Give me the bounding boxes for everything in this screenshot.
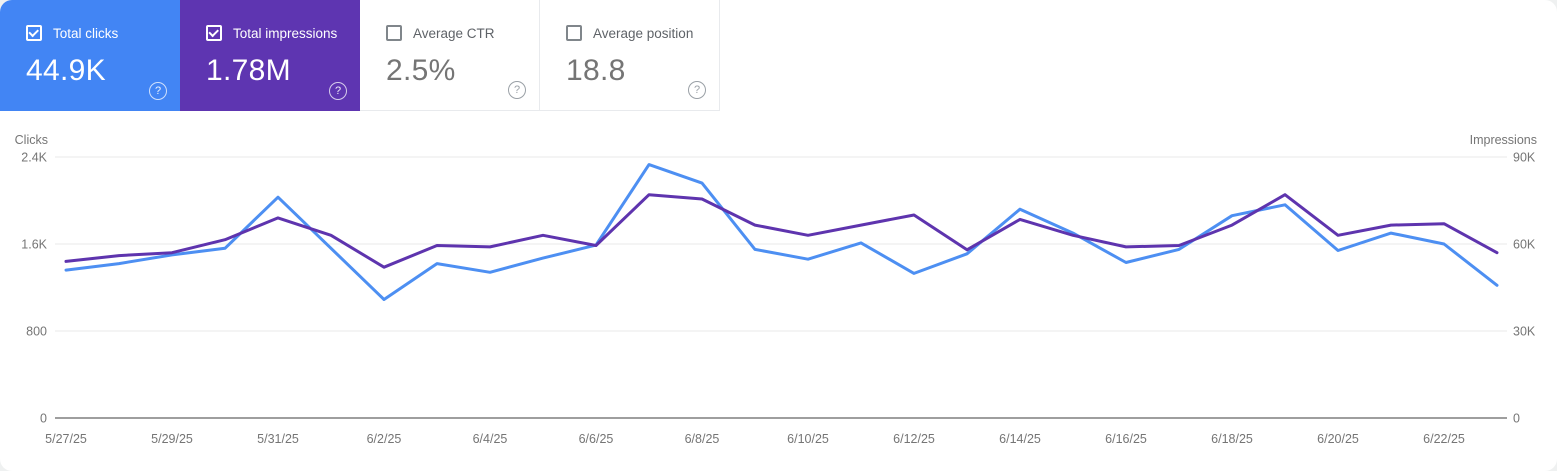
y-left-tick-label: 1.6K	[21, 238, 47, 252]
metric-card-average-position[interactable]: Average position 18.8	[540, 0, 720, 111]
metric-card-total-impressions[interactable]: Total impressions 1.78M	[180, 0, 360, 111]
card-value-average-position: 18.8	[566, 54, 626, 87]
x-tick-label: 6/4/25	[473, 432, 508, 446]
card-label-total-clicks: Total clicks	[53, 25, 119, 41]
y-left-axis-title: Clicks	[15, 133, 48, 147]
card-checkbox-row: Average position	[566, 25, 719, 41]
card-value-total-clicks: 44.9K	[26, 54, 106, 87]
x-tick-label: 6/2/25	[367, 432, 402, 446]
x-tick-label: 6/12/25	[893, 432, 935, 446]
x-tick-label: 6/6/25	[579, 432, 614, 446]
metric-cards: Total clicks 44.9K Total impressions 1.7…	[0, 0, 720, 111]
impressions-line	[64, 193, 1499, 269]
y-left-tick-label: 800	[26, 325, 47, 339]
x-tick-label: 6/22/25	[1423, 432, 1465, 446]
y-right-tick-label: 60K	[1513, 238, 1536, 252]
y-right-tick-label: 90K	[1513, 151, 1536, 165]
card-label-total-impressions: Total impressions	[233, 25, 338, 41]
x-tick-label: 5/31/25	[257, 432, 299, 446]
card-checkbox-row: Average CTR	[386, 25, 539, 41]
card-value-total-impressions: 1.78M	[206, 54, 291, 87]
card-label-average-position: Average position	[593, 25, 694, 41]
y-right-tick-label: 30K	[1513, 325, 1536, 339]
checkbox-average-ctr-unchecked[interactable]	[386, 25, 402, 41]
x-tick-label: 6/20/25	[1317, 432, 1359, 446]
x-tick-label: 6/8/25	[685, 432, 720, 446]
help-icon[interactable]	[149, 82, 167, 100]
card-value-average-ctr: 2.5%	[386, 54, 456, 87]
metric-card-total-clicks[interactable]: Total clicks 44.9K	[0, 0, 180, 111]
help-icon[interactable]	[508, 81, 526, 99]
card-checkbox-row: Total impressions	[206, 25, 360, 41]
x-tick-label: 6/10/25	[787, 432, 829, 446]
card-label-average-ctr: Average CTR	[413, 25, 495, 41]
x-tick-label: 6/18/25	[1211, 432, 1253, 446]
y-left-tick-label: 0	[40, 412, 47, 426]
card-checkbox-row: Total clicks	[26, 25, 180, 41]
checkbox-total-clicks-checked[interactable]	[26, 25, 42, 41]
y-left-tick-label: 2.4K	[21, 151, 47, 165]
help-icon[interactable]	[688, 81, 706, 99]
checkbox-average-position-unchecked[interactable]	[566, 25, 582, 41]
y-right-tick-label: 0	[1513, 412, 1520, 426]
x-tick-label: 5/29/25	[151, 432, 193, 446]
x-tick-label: 6/16/25	[1105, 432, 1147, 446]
checkbox-total-impressions-checked[interactable]	[206, 25, 222, 41]
help-icon[interactable]	[329, 82, 347, 100]
metric-card-average-ctr[interactable]: Average CTR 2.5%	[360, 0, 540, 111]
clicks-line	[64, 163, 1499, 301]
x-tick-label: 6/14/25	[999, 432, 1041, 446]
x-tick-label: 5/27/25	[45, 432, 87, 446]
y-right-axis-title: Impressions	[1470, 133, 1537, 147]
